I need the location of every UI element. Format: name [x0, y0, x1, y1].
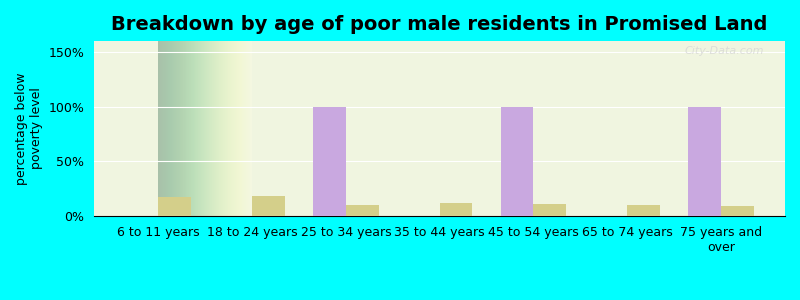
Bar	[534, 204, 566, 216]
Bar	[252, 196, 285, 216]
Bar	[313, 107, 346, 216]
Bar	[721, 206, 754, 216]
Title: Breakdown by age of poor male residents in Promised Land: Breakdown by age of poor male residents …	[111, 15, 768, 34]
Bar	[439, 203, 472, 216]
Y-axis label: percentage below
poverty level: percentage below poverty level	[15, 72, 43, 185]
Bar	[501, 107, 534, 216]
Bar	[346, 205, 378, 216]
Bar	[627, 205, 660, 216]
Bar	[158, 197, 191, 216]
Text: City-Data.com: City-Data.com	[685, 46, 764, 56]
Bar	[688, 107, 721, 216]
